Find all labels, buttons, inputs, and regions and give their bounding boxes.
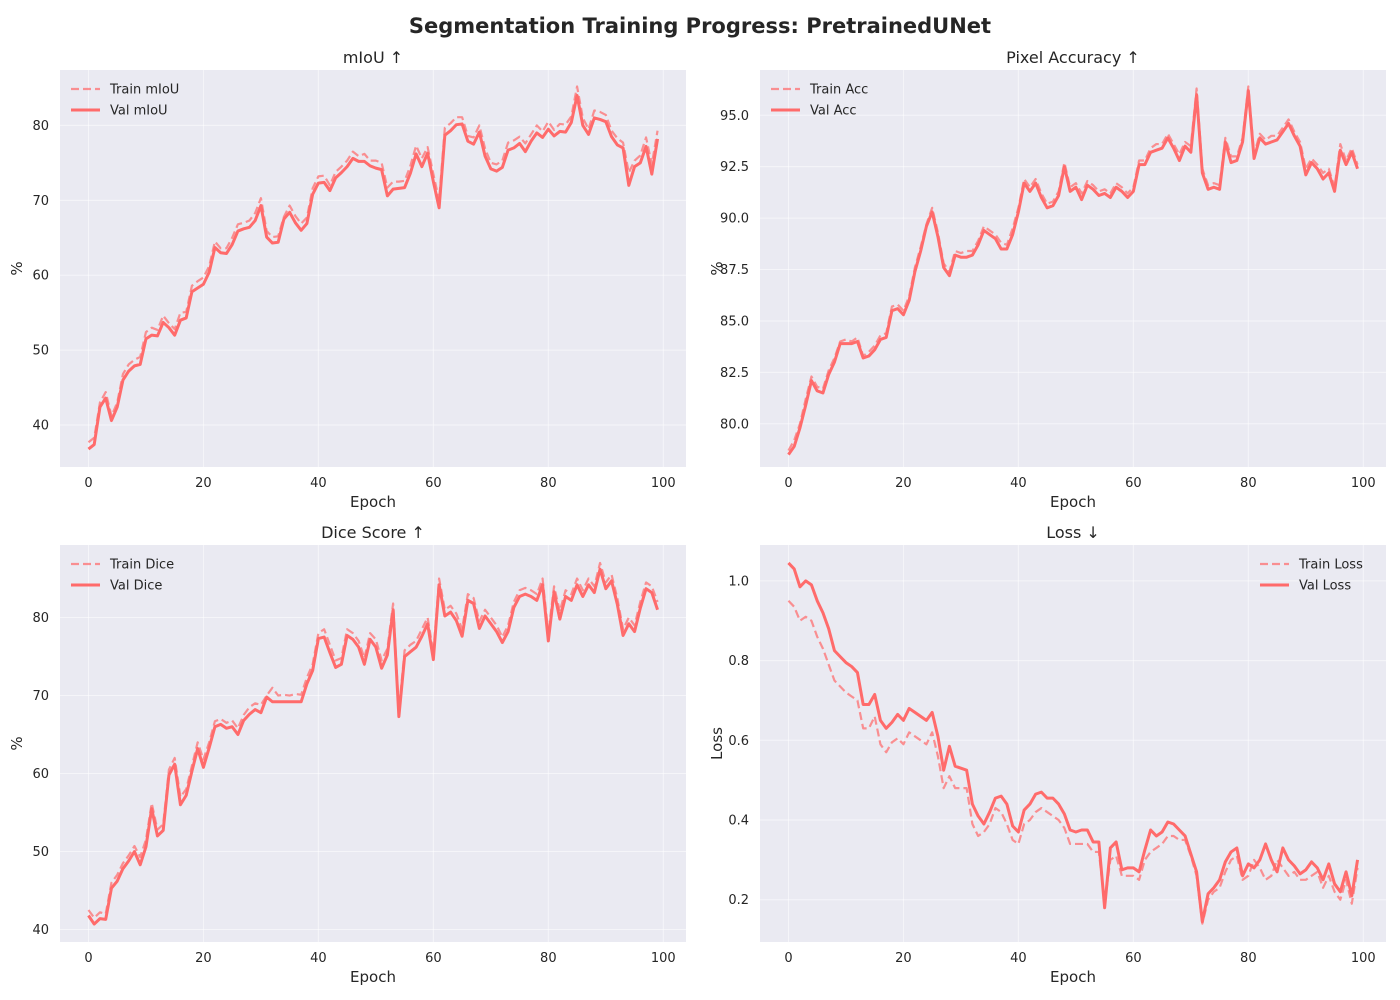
y-axis-label: % [8,261,26,275]
legend: Train Dice Val Dice [71,558,174,594]
x-axis-label: Epoch [350,968,396,986]
y-tick-label: 60 [32,767,49,782]
legend: Train mIoU Val mIoU [71,83,179,119]
legend-label: Train Loss [1298,558,1363,573]
loss-panel: 0 20 40 60 80 100 0.2 0.4 0.6 0.8 1.0 Loss ↓ Epoch Lo… [708,523,1386,986]
x-tick-label: 40 [310,951,327,966]
y-tick-label: 50 [32,845,49,860]
x-tick-label: 0 [784,951,792,966]
x-tick-label: 0 [784,476,792,491]
y-tick-label: 70 [32,689,49,704]
x-tick-label: 60 [1125,951,1142,966]
series-group [87,85,660,451]
x-tick-label: 40 [1010,951,1027,966]
series-line-train-miou [87,85,659,444]
chart-title: Pixel Accuracy ↑ [1006,48,1140,67]
series-group [87,561,659,926]
x-tick-label: 20 [195,951,212,966]
x-axis-label: Epoch [1050,968,1096,986]
x-tick-label: 80 [540,951,557,966]
legend-label: Train Acc [809,83,868,98]
x-tick-label: 100 [651,951,676,966]
x-axis-label: Epoch [350,493,396,511]
x-tick-label: 100 [1351,951,1376,966]
x-tick-label: 100 [651,476,676,491]
legend-label: Train Dice [109,558,174,573]
plot-area [760,70,1386,467]
x-axis-label: Epoch [1050,493,1096,511]
y-tick-label: 80 [32,119,49,134]
y-tick-label: 90.0 [720,212,749,227]
legend-label: Val Loss [1299,579,1351,594]
chart-title: mIoU ↑ [343,48,403,67]
y-tick-label: 0.8 [728,654,749,669]
y-tick-label: 85.0 [720,314,749,329]
x-tick-label: 80 [1240,951,1257,966]
x-tick-label: 40 [310,476,327,491]
x-tick-label: 60 [425,951,442,966]
series-line-train-acc [787,85,1359,452]
y-tick-label: 87.5 [720,263,749,278]
series-group [787,561,1360,925]
x-tick-label: 20 [195,476,212,491]
y-tick-label: 60 [32,269,49,284]
y-tick-label: 0.2 [728,893,749,908]
x-tick-label: 60 [1125,476,1142,491]
series-line-val-miou [87,93,660,451]
x-tick-label: 20 [895,951,912,966]
y-tick-label: 80 [32,611,49,626]
legend: Train Loss Val Loss [1260,558,1363,594]
dice-score-panel: 0 20 40 60 80 100 40 50 60 70 80 Dice Score ↑ Epoch%… [8,523,686,986]
plot-area [60,70,686,467]
y-tick-label: 40 [32,419,49,434]
plot-area [60,545,686,942]
y-axis-label: % [708,261,726,275]
x-tick-label: 100 [1351,476,1376,491]
y-tick-label: 95.0 [720,109,749,124]
y-tick-label: 80.0 [720,417,749,432]
chart-title: Loss ↓ [1046,523,1100,542]
y-axis-label: Loss [708,727,726,760]
x-tick-label: 0 [84,951,92,966]
series-group [787,85,1359,456]
series-line-train-loss [787,600,1359,925]
y-tick-label: 70 [32,194,49,209]
x-tick-label: 60 [425,476,442,491]
y-axis-label: % [8,736,26,750]
legend-label: Val Acc [810,104,857,119]
figure-title: Segmentation Training Progress: Pretrain… [408,14,992,38]
series-line-val-dice [87,567,659,926]
y-tick-label: 92.5 [720,160,749,175]
legend: Train Acc Val Acc [771,83,868,119]
x-tick-label: 80 [1240,476,1257,491]
y-tick-label: 1.0 [728,574,749,589]
legend-label: Val Dice [110,579,162,594]
y-tick-label: 0.4 [728,814,749,829]
y-tick-label: 50 [32,344,49,359]
x-tick-label: 80 [540,476,557,491]
x-tick-label: 20 [895,476,912,491]
series-line-val-loss [787,561,1360,924]
chart-title: Dice Score ↑ [321,523,425,542]
series-line-val-acc [787,89,1359,456]
series-line-train-dice [87,561,659,919]
y-tick-label: 0.6 [728,734,749,749]
plot-area [760,545,1386,942]
x-tick-label: 40 [1010,476,1027,491]
y-tick-label: 82.5 [720,366,749,381]
pixel-accuracy-panel: 0 20 40 60 80 100 80.0 82.5 85.0 87.5 90.0 92.5 95.0… [708,48,1386,511]
miou-panel: 0 20 40 60 80 100 40 50 60 70 80 mIoU ↑ Epoch% Train … [8,48,686,511]
legend-label: Train mIoU [109,83,179,98]
legend-label: Val mIoU [110,104,168,119]
x-tick-label: 0 [84,476,92,491]
y-tick-label: 40 [32,923,49,938]
